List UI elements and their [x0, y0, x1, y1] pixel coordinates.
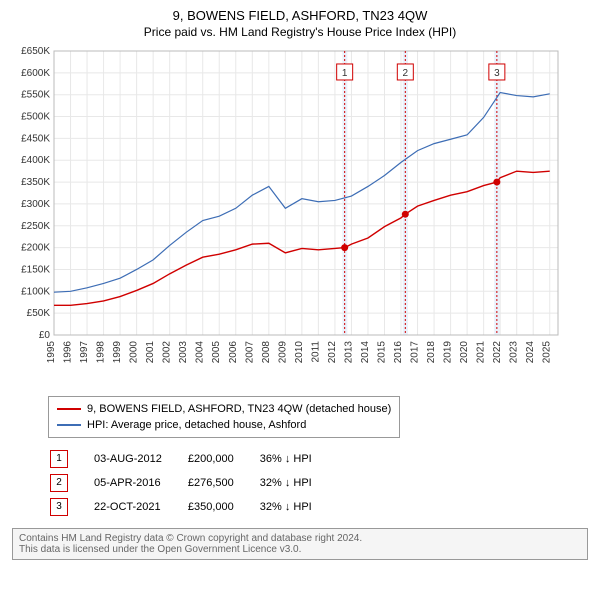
x-tick-label: 2011 [310, 341, 321, 363]
footer-line-2: This data is licensed under the Open Gov… [19, 544, 581, 555]
x-tick-label: 2014 [360, 341, 371, 364]
events-table: 1 03-AUG-2012£200,00036% ↓ HPI 2 05-APR-201… [48, 446, 338, 520]
x-tick-label: 2024 [525, 341, 536, 364]
chart-subtitle: Price paid vs. HM Land Registry's House … [8, 25, 592, 39]
y-tick-label: £450K [21, 133, 50, 144]
event-date: 05-APR-2016 [94, 472, 186, 494]
event-row-badge: 2 [50, 474, 68, 492]
legend-row: HPI: Average price, detached house, Ashf… [57, 417, 391, 433]
footer-attribution: Contains HM Land Registry data © Crown c… [12, 528, 588, 560]
event-row: 2 05-APR-2016£276,50032% ↓ HPI [50, 472, 336, 494]
event-price: £350,000 [188, 496, 258, 518]
event-row: 3 22-OCT-2021£350,00032% ↓ HPI [50, 496, 336, 518]
chart-title: 9, BOWENS FIELD, ASHFORD, TN23 4QW [8, 8, 592, 23]
x-tick-label: 2005 [211, 341, 222, 364]
y-tick-label: £150K [21, 264, 50, 275]
event-point [493, 179, 500, 186]
y-tick-label: £400K [21, 155, 50, 166]
x-tick-label: 2016 [393, 341, 404, 364]
legend: 9, BOWENS FIELD, ASHFORD, TN23 4QW (deta… [48, 396, 400, 438]
x-tick-label: 2023 [509, 341, 520, 364]
x-tick-label: 2010 [294, 341, 305, 364]
price-chart: £0 £50K £100K £150K £200K £250K £300K £350K £400… [8, 45, 568, 385]
y-tick-label: £250K [21, 221, 50, 232]
footer-line-1: Contains HM Land Registry data © Crown c… [19, 533, 581, 544]
legend-label: 9, BOWENS FIELD, ASHFORD, TN23 4QW (deta… [87, 401, 391, 417]
event-row-badge: 3 [50, 498, 68, 516]
x-tick-label: 2007 [244, 341, 255, 364]
x-tick-label: 2017 [410, 341, 421, 364]
chart-container: £0 £50K £100K £150K £200K £250K £300K £350K £400… [8, 45, 592, 390]
y-tick-label: £0 [39, 330, 51, 341]
x-tick-label: 1995 [46, 341, 57, 364]
event-delta: 32% ↓ HPI [260, 472, 336, 494]
x-tick-label: 2022 [492, 341, 503, 364]
y-tick-label: £200K [21, 243, 50, 254]
x-tick-label: 1999 [112, 341, 123, 364]
x-tick-label: 2019 [443, 341, 454, 364]
y-tick-label: £100K [21, 286, 50, 297]
x-tick-label: 2015 [376, 341, 387, 364]
x-tick-label: 2006 [228, 341, 239, 364]
legend-row: 9, BOWENS FIELD, ASHFORD, TN23 4QW (deta… [57, 401, 391, 417]
legend-swatch [57, 408, 81, 410]
y-tick-label: £300K [21, 199, 50, 210]
x-tick-label: 2003 [178, 341, 189, 364]
y-tick-label: £650K [21, 46, 50, 57]
event-delta: 36% ↓ HPI [260, 448, 336, 470]
x-tick-label: 2002 [162, 341, 173, 364]
x-tick-label: 2000 [129, 341, 140, 364]
x-tick-label: 2001 [145, 341, 156, 364]
event-row: 1 03-AUG-2012£200,00036% ↓ HPI [50, 448, 336, 470]
y-tick-label: £600K [21, 68, 50, 79]
x-tick-label: 2008 [261, 341, 272, 364]
x-tick-label: 2018 [426, 341, 437, 364]
x-tick-label: 2012 [327, 341, 338, 364]
event-date: 22-OCT-2021 [94, 496, 186, 518]
legend-label: HPI: Average price, detached house, Ashf… [87, 417, 306, 433]
event-price: £276,500 [188, 472, 258, 494]
legend-swatch [57, 424, 81, 426]
x-tick-label: 2021 [476, 341, 487, 364]
chart-titles: 9, BOWENS FIELD, ASHFORD, TN23 4QW Price… [8, 8, 592, 39]
event-date: 03-AUG-2012 [94, 448, 186, 470]
x-tick-label: 2020 [459, 341, 470, 364]
y-tick-label: £550K [21, 90, 50, 101]
x-tick-label: 2025 [542, 341, 553, 364]
x-tick-label: 2009 [277, 341, 288, 364]
x-tick-label: 1998 [96, 341, 107, 364]
x-tick-label: 1997 [79, 341, 90, 364]
event-badge-number: 3 [494, 68, 500, 79]
event-badge-number: 1 [342, 68, 348, 79]
event-price: £200,000 [188, 448, 258, 470]
y-tick-label: £350K [21, 177, 50, 188]
x-tick-label: 1996 [63, 341, 74, 364]
event-point [341, 244, 348, 251]
y-tick-label: £500K [21, 112, 50, 123]
x-tick-label: 2004 [195, 341, 206, 364]
event-point [402, 211, 409, 218]
event-badge-number: 2 [403, 68, 409, 79]
event-row-badge: 1 [50, 450, 68, 468]
y-tick-label: £50K [27, 308, 51, 319]
event-delta: 32% ↓ HPI [260, 496, 336, 518]
x-tick-label: 2013 [343, 341, 354, 364]
